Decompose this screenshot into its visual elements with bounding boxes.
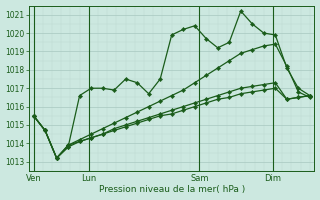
X-axis label: Pression niveau de la mer( hPa ): Pression niveau de la mer( hPa ) [99,185,245,194]
